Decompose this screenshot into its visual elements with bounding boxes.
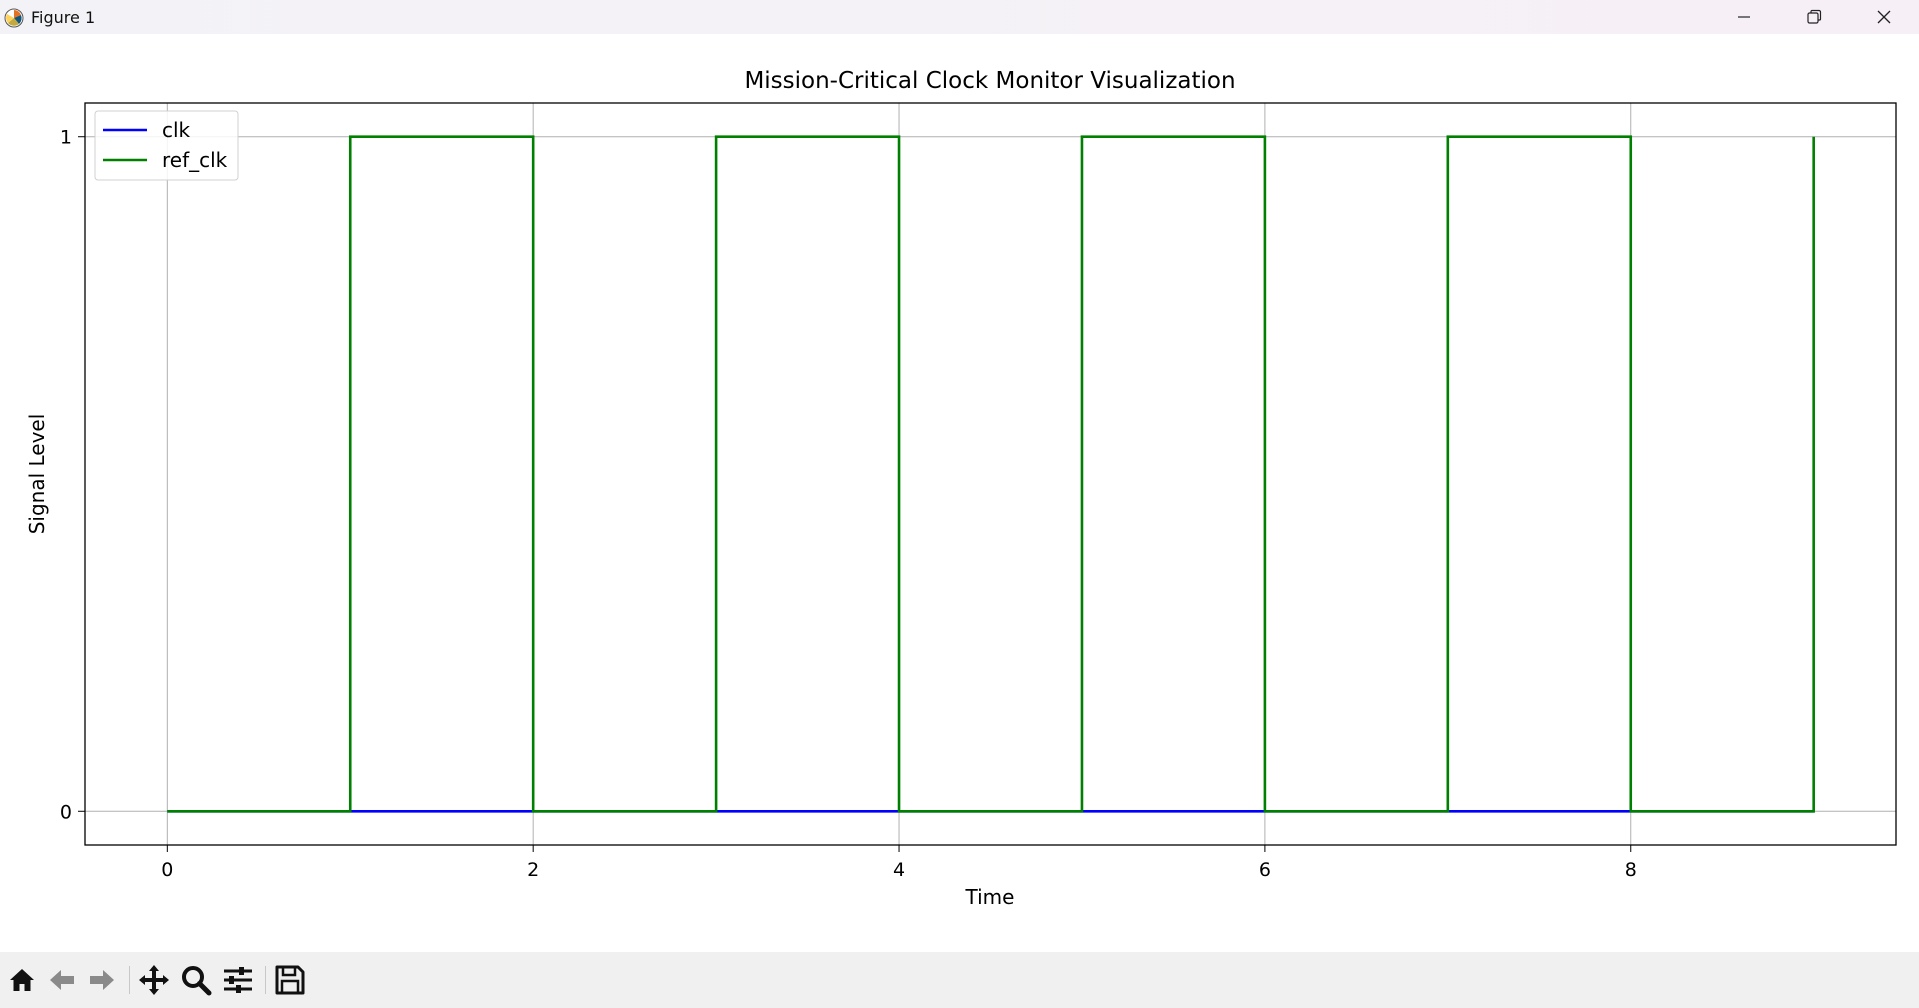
zoom-button[interactable] [178, 962, 214, 998]
legend-box [94, 110, 239, 181]
x-tick-label: 2 [527, 859, 539, 881]
pan-button[interactable] [136, 962, 172, 998]
legend-label-ref-clk: ref_clk [162, 148, 228, 172]
figure-canvas[interactable]: Mission-Critical Clock Monitor Visualiza… [0, 34, 1919, 952]
series-lines [167, 135, 1815, 813]
configure-subplots-button[interactable] [220, 962, 256, 998]
window-title: Figure 1 [31, 8, 96, 27]
toolbar-separator [265, 966, 266, 994]
close-icon [1877, 10, 1891, 24]
save-button[interactable] [272, 962, 308, 998]
x-tick-label: 8 [1625, 859, 1637, 881]
x-tick-label: 6 [1259, 859, 1271, 881]
matplotlib-logo-icon [4, 8, 24, 28]
forward-arrow-icon [90, 970, 114, 990]
move-icon [139, 965, 169, 995]
series-line-ref-clk [167, 135, 1815, 813]
restore-button[interactable] [1779, 0, 1849, 34]
minimize-button[interactable] [1709, 0, 1779, 34]
back-arrow-icon [50, 970, 74, 990]
save-icon [275, 965, 305, 995]
chart-title: Mission-Critical Clock Monitor Visualiza… [744, 68, 1235, 94]
forward-button[interactable] [84, 962, 120, 998]
sliders-icon [224, 967, 252, 993]
axis-ticks: 0 2 4 6 8 0 1 [60, 127, 1637, 881]
minimize-icon [1738, 16, 1750, 18]
home-button[interactable] [4, 962, 40, 998]
grid [85, 103, 1896, 845]
y-tick-label: 0 [60, 801, 72, 823]
restore-icon [1807, 9, 1822, 24]
legend: clk ref_clk [94, 110, 239, 181]
toolbar-separator [129, 966, 130, 994]
x-tick-label: 4 [893, 859, 905, 881]
x-axis-label: Time [965, 885, 1015, 909]
y-tick-label: 1 [60, 127, 72, 149]
legend-label-clk: clk [162, 118, 191, 142]
window-titlebar: Figure 1 [0, 0, 1919, 34]
y-axis-label: Signal Level [25, 414, 49, 535]
home-icon [10, 969, 34, 991]
chart: Mission-Critical Clock Monitor Visualiza… [25, 68, 1897, 909]
x-tick-label: 0 [161, 859, 173, 881]
axes-frame [84, 102, 1897, 846]
back-button[interactable] [44, 962, 80, 998]
close-button[interactable] [1849, 0, 1919, 34]
zoom-icon [182, 966, 212, 996]
navigation-toolbar [0, 952, 1919, 1008]
